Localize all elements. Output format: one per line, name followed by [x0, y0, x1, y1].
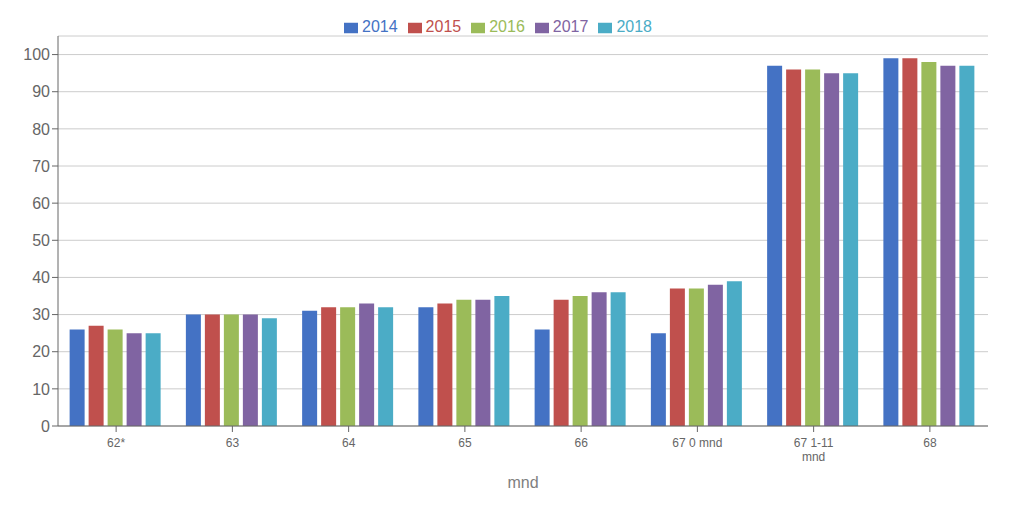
svg-text:63: 63 — [226, 436, 240, 450]
svg-text:60: 60 — [32, 195, 50, 212]
html-text:2016: 2016 — [489, 18, 525, 35]
svg-text:90: 90 — [32, 83, 50, 100]
svg-text:0: 0 — [41, 418, 50, 435]
svg-text:70: 70 — [32, 158, 50, 175]
svg-text:mnd: mnd — [507, 474, 538, 491]
html-text:2015: 2015 — [425, 18, 462, 35]
svg-text:40: 40 — [32, 269, 50, 286]
svg-text:80: 80 — [32, 121, 50, 138]
svg-text:66: 66 — [574, 436, 588, 450]
svg-text:10: 10 — [32, 381, 50, 398]
svg-text:62*: 62* — [107, 436, 125, 450]
svg-text:67 1-11mnd: 67 1-11mnd — [794, 436, 834, 464]
svg-text:68: 68 — [923, 436, 937, 450]
html-text:2014: 2014 — [362, 18, 398, 35]
html-text:2018: 2018 — [616, 18, 652, 35]
svg-text:30: 30 — [32, 306, 50, 323]
svg-text:20: 20 — [32, 343, 50, 360]
svg-text:50: 50 — [32, 232, 50, 249]
html-text:2017: 2017 — [552, 18, 589, 35]
svg-text:100: 100 — [23, 46, 50, 63]
svg-text:67 0 mnd: 67 0 mnd — [672, 436, 722, 450]
svg-text:65: 65 — [458, 436, 472, 450]
svg-text:64: 64 — [342, 436, 356, 450]
